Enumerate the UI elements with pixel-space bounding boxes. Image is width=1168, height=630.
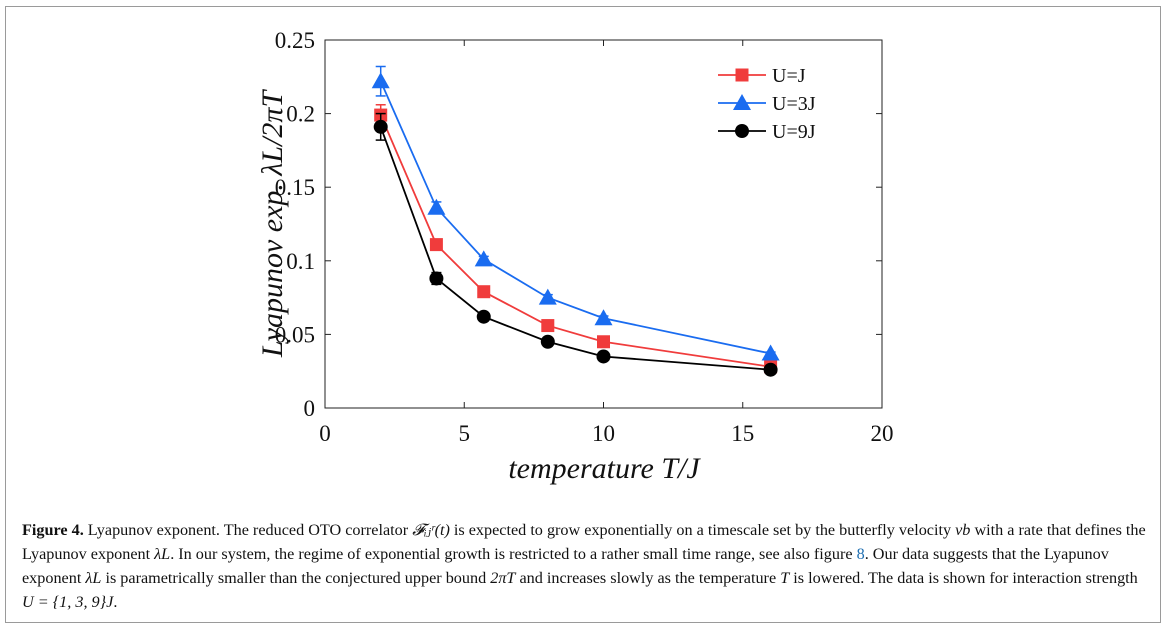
caption-text-4: . In our system, the regime of exponenti… [170,545,857,563]
axes: 0 5 10 15 20 0 0.05 0.1 0.15 0.2 0.25 [275,28,894,446]
data-point [429,271,444,286]
y-tick-label: 0.25 [275,28,315,53]
x-tick-label: 5 [459,421,471,446]
data-point [541,319,555,333]
y-tick-label: 0.05 [275,322,315,347]
figure-reference-link[interactable]: 8 [856,545,865,563]
x-axis-label: temperature T/J [508,452,701,485]
legend-label: U=3J [772,93,816,115]
data-point [476,309,491,324]
y-axis-label: Lyapunov exp. λL/2πT [256,89,289,359]
y-tick-label: 0.15 [275,175,315,200]
y-tick-label: 0.1 [286,249,315,274]
x-tick-label: 15 [731,421,754,446]
series-layer [371,65,780,377]
data-point [597,335,610,349]
data-point [540,334,555,349]
caption-text-8: is lowered. The data is shown for intera… [789,569,1138,587]
series-1 [371,65,780,361]
legend-marker [735,68,749,82]
caption-math-T: T [780,569,790,587]
data-point [429,238,443,252]
legend-marker [733,94,751,110]
data-point [596,349,611,364]
x-tick-label: 10 [592,421,615,446]
caption-text-6: is parametrically smaller than the conje… [101,569,491,587]
caption-label: Figure 4. [22,521,84,539]
figure-caption: Figure 4. Lyapunov exponent. The reduced… [22,518,1150,614]
data-point [763,362,778,377]
caption-math-lambda-2: λL [85,569,102,587]
caption-math-vb: vb [955,521,971,539]
legend-item: U=3J [718,93,816,115]
y-tick-label: 0 [304,396,316,421]
data-point [477,285,491,299]
legend-item: U=J [718,65,806,87]
series-0 [374,104,778,374]
figure-frame [5,6,1161,623]
caption-math-lambda: λL [154,545,171,563]
legend: U=J U=3J U=9J [718,65,816,143]
x-tick-label: 0 [319,421,331,446]
data-point [594,309,613,326]
caption-math-bound: 2πT [490,569,516,587]
caption-text-5: . Our data suggests that the Lyapunov ex… [22,545,1109,587]
caption-text-1: Lyapunov exponent. The reduced OTO corre… [83,521,413,539]
caption-text-2: is expected to grow exponentially on a t… [449,521,956,539]
series-line [379,80,771,355]
caption-text-9: . [113,593,118,611]
caption-text-7: and increases slowly as the temperature [515,569,781,587]
series-2 [373,112,778,377]
data-point [373,119,388,134]
y-tick-label: 0.2 [286,102,315,127]
data-point [427,198,446,215]
x-tick-label: 20 [871,421,894,446]
data-point [761,344,780,361]
series-line [379,114,771,368]
data-point [538,288,557,305]
caption-math-F: 𝓕ᵢⱼʳ(t) [412,521,450,539]
legend-label: U=J [772,65,806,87]
legend-label: U=9J [772,121,816,143]
legend-item: U=9J [718,121,816,143]
legend-marker [735,124,749,138]
data-point [371,72,390,89]
caption-text-3: with a rate that defines the Lyapunov ex… [22,521,1146,563]
caption-math-U: U = {1, 3, 9}J [22,593,114,611]
series-line [379,126,771,371]
data-point [474,250,493,267]
